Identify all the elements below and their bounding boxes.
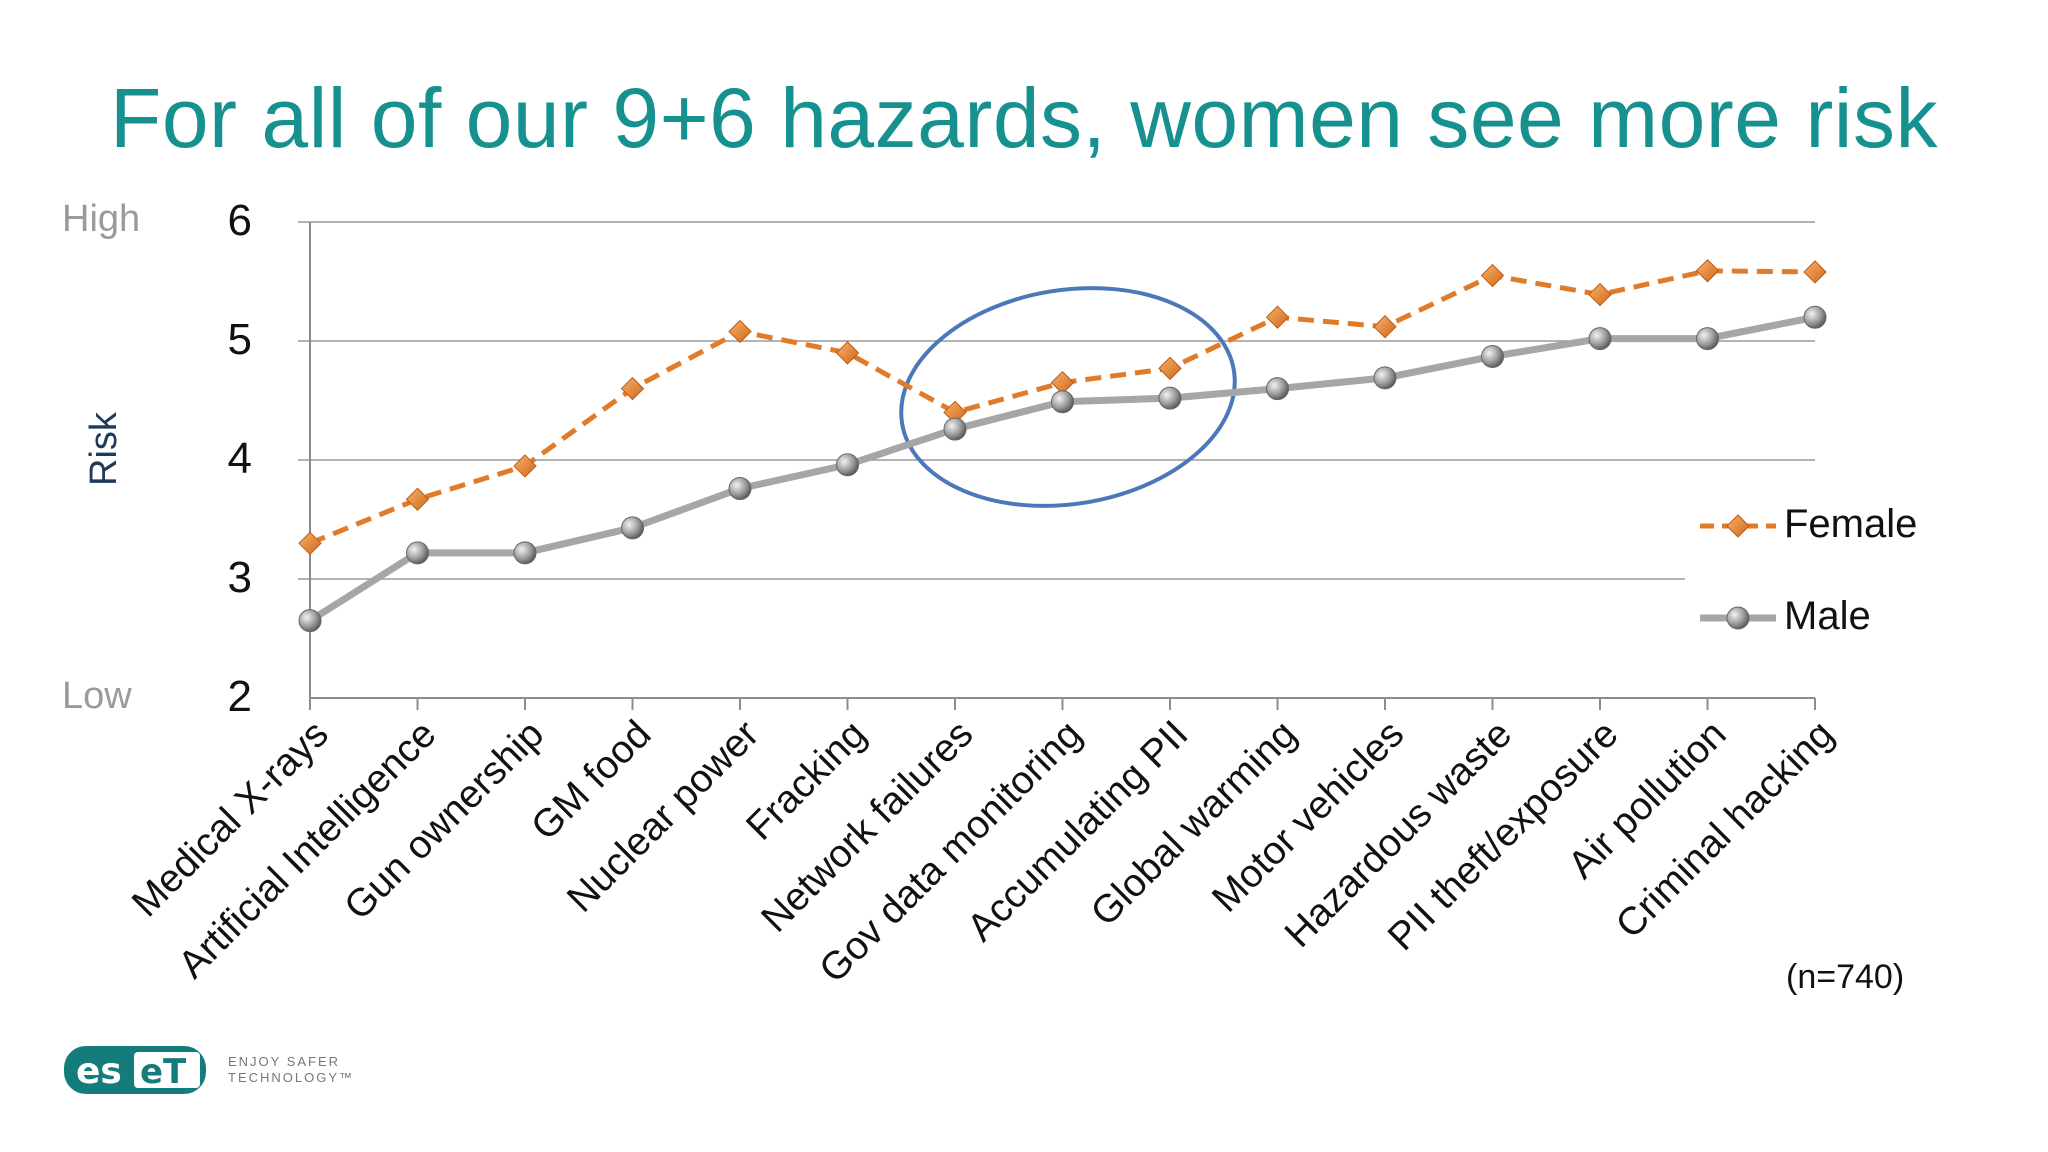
data-point-male — [943, 417, 967, 441]
legend-label-male: Male — [1784, 594, 1871, 638]
data-point-male — [1051, 390, 1074, 414]
svg-text:es: es — [76, 1051, 122, 1092]
y-tick-label: 5 — [227, 315, 252, 364]
y-tick-label: 6 — [227, 196, 252, 245]
data-point-male — [1158, 386, 1182, 410]
svg-text:eT: eT — [140, 1052, 187, 1092]
legend-marker-male — [1726, 606, 1750, 630]
data-point-female — [1158, 356, 1182, 381]
series-line-male — [308, 313, 1816, 624]
data-point-female — [513, 454, 537, 478]
data-point-male — [836, 453, 859, 477]
data-point-female — [835, 341, 860, 365]
legend-marker-female — [1726, 514, 1750, 538]
data-point-female — [620, 376, 645, 401]
data-point-female — [1695, 259, 1720, 283]
data-point-female — [1265, 305, 1290, 329]
data-point-female — [1588, 282, 1612, 307]
data-point-male — [1696, 327, 1719, 351]
y-tick-label: 2 — [227, 672, 252, 721]
data-point-male — [1266, 377, 1289, 401]
slide-title: For all of our 9+6 hazards, women see mo… — [110, 71, 1938, 165]
data-point-male — [728, 477, 752, 501]
sample-size-note: (n=740) — [1786, 958, 1905, 996]
data-point-female — [405, 487, 430, 511]
low-label: Low — [62, 675, 132, 717]
data-point-male — [406, 541, 429, 565]
data-point-male — [1588, 327, 1612, 351]
high-label: High — [62, 198, 141, 240]
data-point-female — [728, 319, 752, 344]
data-point-male — [621, 516, 644, 540]
data-point-female — [1480, 263, 1505, 288]
eset-logo: es eT — [64, 1046, 206, 1094]
data-point-female — [298, 531, 322, 556]
data-point-male — [513, 541, 537, 565]
legend-label-female: Female — [1784, 502, 1918, 546]
data-point-female — [1373, 315, 1397, 339]
data-point-male — [1373, 366, 1397, 390]
logo-tagline: ENJOY SAFER TECHNOLOGY™ — [228, 1054, 355, 1085]
data-point-female — [1803, 260, 1827, 284]
highlight-ellipse — [899, 286, 1237, 508]
data-point-male — [1481, 344, 1504, 368]
y-tick-label: 4 — [227, 434, 252, 483]
y-tick-label: 3 — [227, 553, 252, 602]
data-point-male — [298, 609, 322, 633]
data-point-male — [1803, 305, 1827, 329]
